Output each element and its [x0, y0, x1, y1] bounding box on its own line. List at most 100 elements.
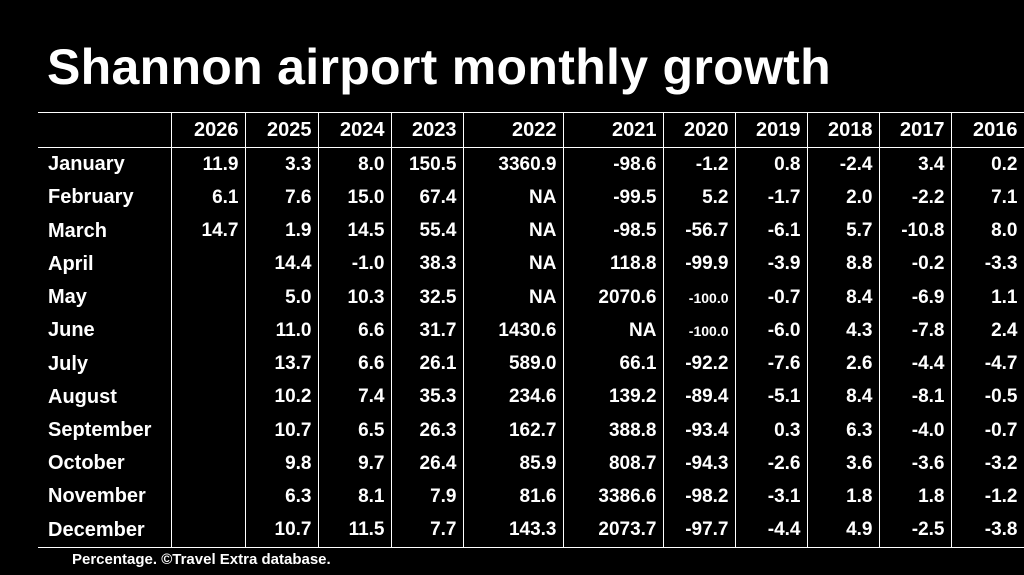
table-row: February 6.1 7.6 15.0 67.4 NA -99.5 5.2 -1.7 2.0-…: [38, 181, 1024, 215]
table-cell: [170, 380, 246, 414]
column-header: 2025: [244, 112, 319, 148]
table-cell: -98.2: [662, 480, 736, 514]
table-cell: 55.4: [390, 214, 464, 248]
table-cell: -6.1: [734, 214, 808, 248]
table-cell: -89.4: [662, 380, 736, 414]
table-cell: -3.2: [950, 447, 1024, 481]
table-cell: 26.1: [390, 347, 464, 381]
table-cell: 3.6: [806, 447, 880, 481]
table-cell: -10.8: [878, 214, 952, 248]
column-header: 2020: [662, 112, 736, 148]
table-cell: -0.7: [950, 413, 1024, 448]
table-body: January 11.9 3.3 8.0 150.5 3360.9 -98.6 -1.2 0.8…: [38, 147, 1024, 548]
table-row: July 13.7 6.6 26.1 589.0 66.1 -92.2 -7.6 2.6 -4.4…: [38, 347, 1024, 381]
table-cell: -56.7: [662, 214, 736, 248]
table-cell: 8.0: [950, 214, 1024, 248]
table-cell: [170, 447, 246, 481]
table-cell: [170, 480, 246, 514]
table-cell: NA: [562, 314, 664, 348]
table-cell: 26.4: [390, 447, 464, 481]
table-cell: 26.3: [390, 413, 464, 448]
table-cell: 2073.7: [562, 513, 664, 548]
table-cell: 6.5: [317, 413, 392, 448]
column-header: 2022: [462, 112, 564, 148]
table-cell: 8.0: [317, 147, 392, 182]
table-cell: 808.7: [562, 447, 664, 481]
table-cell: -1.7: [734, 181, 808, 215]
row-label: September: [38, 413, 172, 448]
table-cell: 143.3: [462, 513, 564, 548]
row-label: November: [38, 480, 172, 514]
table-cell: [170, 347, 246, 381]
table-cell: -4.7: [950, 347, 1024, 381]
table-cell: 0.3: [734, 413, 808, 448]
table-cell: 6.6: [317, 314, 392, 348]
growth-table-frame: 2026 2025 2024 2023 2022 2021 2020 2019 2018 2017…: [38, 112, 1024, 548]
table-row: January 11.9 3.3 8.0 150.5 3360.9 -98.6 -1.2 0.8…: [38, 147, 1024, 182]
table-cell: 35.3: [390, 380, 464, 414]
table-cell: [170, 280, 246, 315]
table-cell: 118.8: [562, 247, 664, 281]
table-cell: 2.6: [806, 347, 880, 381]
table-cell: -3.8: [950, 513, 1024, 548]
table-cell: 10.7: [244, 413, 319, 448]
table-cell: 4.9: [806, 513, 880, 548]
table-cell: 7.7: [390, 513, 464, 548]
table-cell: -0.5: [950, 380, 1024, 414]
row-label: March: [38, 214, 172, 248]
table-cell: 1.8: [806, 480, 880, 514]
table-cell: -6.9: [878, 280, 952, 315]
table-cell: 7.6: [244, 181, 319, 215]
row-label: October: [38, 447, 172, 481]
table-cell: 32.5: [390, 280, 464, 315]
table-cell: -7.6: [734, 347, 808, 381]
table-cell: -93.4: [662, 413, 736, 448]
table-row: March 14.7 1.9 14.5 55.4 NA -98.5 -56.7 -6.1 5.7-…: [38, 214, 1024, 248]
table-cell: 7.4: [317, 380, 392, 414]
table-cell: 5.2: [662, 181, 736, 215]
column-header: 2016: [950, 112, 1024, 148]
table-cell: -1.2: [950, 480, 1024, 514]
row-label: August: [38, 380, 172, 414]
table-cell: 7.1: [950, 181, 1024, 215]
table-row: December 10.7 11.5 7.7 143.3 2073.7 -97.7 -4.4 4…: [38, 513, 1024, 548]
table-cell: 13.7: [244, 347, 319, 381]
table-cell: NA: [462, 247, 564, 281]
table-cell: 5.7: [806, 214, 880, 248]
table-cell: -0.2: [878, 247, 952, 281]
table-row: September 10.7 6.5 26.3 162.7 388.8 -93.4 0.3 6.…: [38, 413, 1024, 448]
table-cell: 0.2: [950, 147, 1024, 182]
table-row: June 11.0 6.6 31.7 1430.6 NA -100.0 -6.0 4.3 -7.8…: [38, 314, 1024, 348]
table-cell: -4.4: [878, 347, 952, 381]
row-label: May: [38, 280, 172, 315]
table-cell: NA: [462, 280, 564, 315]
table-cell: [170, 314, 246, 348]
table-cell: -3.1: [734, 480, 808, 514]
table-cell: 3.3: [244, 147, 319, 182]
table-cell: 8.8: [806, 247, 880, 281]
row-label: January: [38, 147, 172, 182]
table-cell: 3360.9: [462, 147, 564, 182]
table-row: May 5.0 10.3 32.5 NA 2070.6 -100.0 -0.7 8.4 -6.9 1…: [38, 280, 1024, 315]
table-cell: 67.4: [390, 181, 464, 215]
table-cell: 11.0: [244, 314, 319, 348]
table-cell: NA: [462, 214, 564, 248]
table-cell: 2070.6: [562, 280, 664, 315]
table-cell: 81.6: [462, 480, 564, 514]
table-cell: 11.5: [317, 513, 392, 548]
table-cell: -2.5: [878, 513, 952, 548]
table-row: October 9.8 9.7 26.4 85.9 808.7 -94.3 -2.6 3.6 -3…: [38, 447, 1024, 481]
table-cell: 3.4: [878, 147, 952, 182]
table-cell: 8.4: [806, 380, 880, 414]
table-cell: 2.4: [950, 314, 1024, 348]
table-cell: 8.1: [317, 480, 392, 514]
table-cell: 15.0: [317, 181, 392, 215]
table-cell: 139.2: [562, 380, 664, 414]
table-cell: 1.9: [244, 214, 319, 248]
table-cell: 6.1: [170, 181, 246, 215]
table-cell: -4.0: [878, 413, 952, 448]
row-label: February: [38, 181, 172, 215]
table-cell: -99.9: [662, 247, 736, 281]
table-cell: 4.3: [806, 314, 880, 348]
table-cell: 38.3: [390, 247, 464, 281]
